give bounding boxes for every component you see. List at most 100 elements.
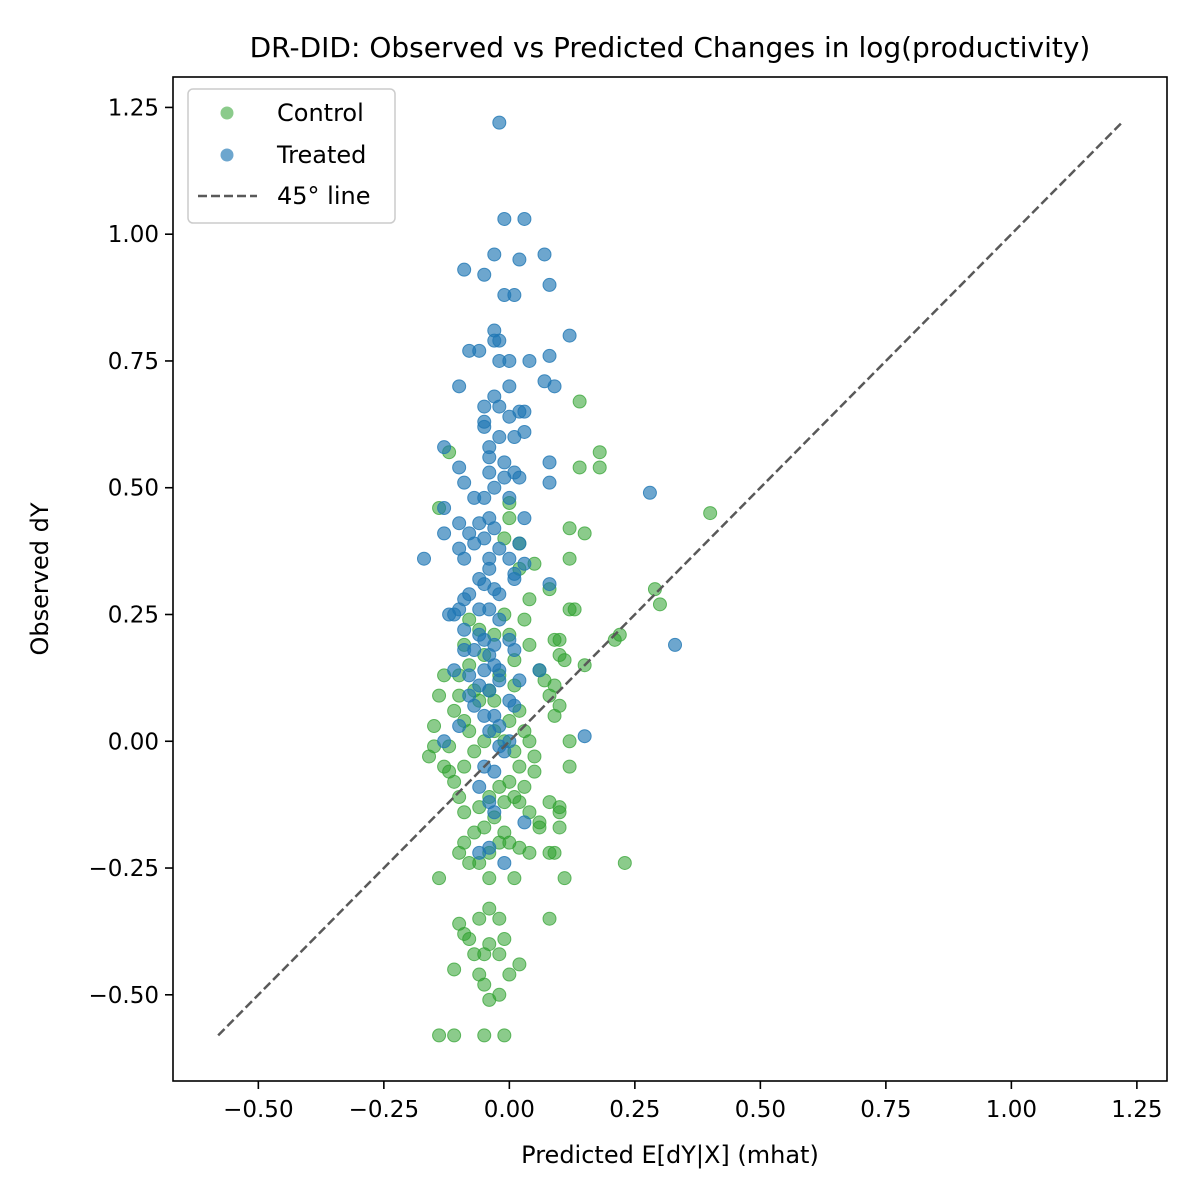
point-control [502, 967, 517, 982]
point-treated [452, 719, 467, 734]
point-treated [542, 475, 557, 490]
point-treated [502, 551, 517, 566]
point-treated [457, 551, 472, 566]
point-control [447, 774, 462, 789]
y-tick-label: 1.25 [108, 95, 159, 121]
point-treated [492, 430, 507, 445]
x-tick-label: 0.25 [609, 1097, 660, 1123]
point-control [457, 805, 472, 820]
legend-marker-treated [220, 148, 234, 162]
point-treated [507, 642, 522, 657]
point-control [447, 703, 462, 718]
point-control [432, 1028, 447, 1043]
point-treated [487, 480, 502, 495]
y-tick-label: 0.25 [108, 602, 159, 628]
point-treated [532, 663, 547, 678]
point-control [512, 957, 527, 972]
point-treated [577, 729, 592, 744]
point-treated [502, 490, 517, 505]
point-treated [517, 211, 532, 226]
plot-frame [172, 76, 1168, 1082]
point-control [517, 779, 532, 794]
x-tick-label: 0.75 [860, 1097, 911, 1123]
point-control [592, 445, 607, 460]
point-control [477, 1028, 492, 1043]
point-control [562, 521, 577, 536]
point-treated [487, 805, 502, 820]
point-treated [497, 455, 512, 470]
point-treated [502, 693, 517, 708]
point-treated [452, 379, 467, 394]
point-control [652, 597, 667, 612]
point-treated [452, 602, 467, 617]
point-treated [457, 475, 472, 490]
point-control [522, 637, 537, 652]
point-control [497, 795, 512, 810]
y-tick-label: 1.00 [108, 222, 159, 248]
x-axis-label: Predicted E[dY|X] (mhat) [521, 1141, 819, 1169]
point-control [562, 759, 577, 774]
point-treated [487, 521, 502, 536]
point-control [517, 612, 532, 627]
point-treated [507, 430, 522, 445]
point-control [703, 506, 718, 521]
point-treated [437, 526, 452, 541]
point-control [542, 845, 557, 860]
legend-label-treated: Treated [276, 141, 366, 169]
point-treated [502, 379, 517, 394]
point-treated [492, 115, 507, 130]
point-treated [417, 551, 432, 566]
legend-label-45-line: 45° line [277, 182, 370, 210]
point-treated [472, 343, 487, 358]
point-control [497, 1028, 512, 1043]
point-treated [482, 840, 497, 855]
point-control [482, 871, 497, 886]
point-control [532, 820, 547, 835]
point-treated [477, 531, 492, 546]
point-treated [517, 404, 532, 419]
point-control [527, 764, 542, 779]
point-control [572, 460, 587, 475]
point-treated [437, 440, 452, 455]
point-control [542, 911, 557, 926]
point-control [447, 962, 462, 977]
point-control [557, 653, 572, 668]
point-treated [522, 353, 537, 368]
point-treated [547, 379, 562, 394]
point-treated [472, 602, 487, 617]
point-control [522, 734, 537, 749]
point-treated [437, 501, 452, 516]
point-treated [492, 612, 507, 627]
point-treated [507, 288, 522, 303]
reference-line-45 [217, 121, 1123, 1037]
point-control [452, 845, 467, 860]
point-control [617, 855, 632, 870]
legend-frame [187, 88, 396, 224]
point-control [547, 708, 562, 723]
point-control [477, 977, 492, 992]
point-treated [512, 536, 527, 551]
point-treated [482, 683, 497, 698]
point-treated [477, 663, 492, 678]
point-control [427, 719, 442, 734]
x-tick-label: 1.00 [986, 1097, 1037, 1123]
point-treated [452, 460, 467, 475]
point-control [552, 820, 567, 835]
point-control [512, 795, 527, 810]
point-treated [497, 855, 512, 870]
point-treated [492, 541, 507, 556]
point-treated [537, 247, 552, 262]
point-control [502, 511, 517, 526]
y-tick-label: 0.50 [108, 476, 159, 502]
y-tick-label: 0.00 [108, 729, 159, 755]
point-control [492, 987, 507, 1002]
point-treated [492, 587, 507, 602]
point-control [527, 749, 542, 764]
point-treated [452, 516, 467, 531]
x-tick-label: −0.25 [349, 1097, 419, 1123]
x-tick-label: −0.50 [223, 1097, 293, 1123]
point-treated [492, 663, 507, 678]
point-treated [497, 211, 512, 226]
